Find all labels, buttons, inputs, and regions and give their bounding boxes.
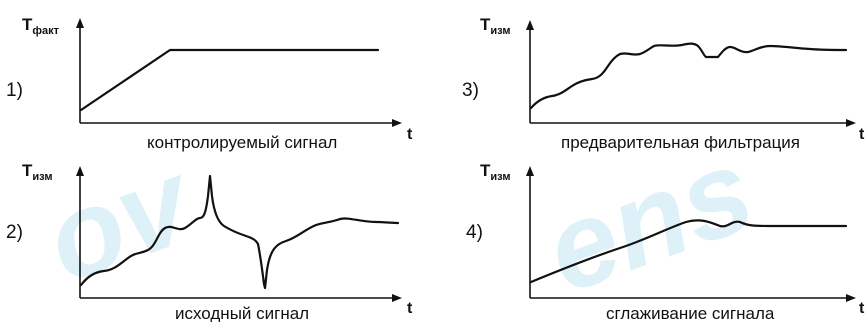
panel-1-caption: контролируемый сигнал — [147, 133, 337, 152]
panel-3-y-arrow-icon — [526, 20, 534, 30]
panel-1-y-arrow-icon — [76, 18, 84, 28]
svg-text:ov: ov — [29, 133, 212, 309]
panel-4-x-axis-label: t — [859, 300, 865, 317]
panel-3: 3) Tизм t предварительная фильтрация — [462, 15, 865, 152]
panel-1-signal-curve — [79, 48, 380, 112]
panel-3-signal-curve — [529, 42, 848, 110]
panel-1-x-arrow-icon — [392, 119, 402, 127]
panel-1-x-axis-label: t — [407, 126, 413, 143]
panel-3-x-arrow-icon — [846, 119, 856, 127]
panel-4-number: 4) — [466, 222, 483, 243]
panel-2-y-arrow-icon — [76, 166, 84, 176]
panel-2-x-arrow-icon — [392, 294, 402, 302]
panel-4-y-arrow-icon — [526, 166, 534, 176]
panel-4-caption: сглаживание сигнала — [606, 304, 775, 322]
panel-4-signal-curve — [529, 219, 848, 284]
panel-2: 2) Tизм t исходный сигнал — [6, 161, 413, 322]
panel-1: 1) Tфакт t контролируемый сигнал — [6, 15, 413, 152]
panel-4-x-arrow-icon — [846, 294, 856, 302]
panel-2-y-axis-label: Tизм — [22, 161, 52, 183]
panel-2-x-axis-label: t — [407, 300, 413, 317]
panel-2-signal-curve — [79, 174, 400, 290]
panel-1-number: 1) — [6, 80, 23, 101]
panel-2-number: 2) — [6, 222, 23, 243]
panel-3-caption: предварительная фильтрация — [561, 133, 800, 152]
panel-4-y-axis-label: Tизм — [480, 161, 510, 183]
panel-3-number: 3) — [462, 80, 479, 101]
panel-2-caption: исходный сигнал — [175, 304, 309, 322]
panel-1-y-axis-label: Tфакт — [22, 15, 60, 37]
panel-4: 4) Tизм t сглаживание сигнала — [466, 161, 865, 322]
panel-3-x-axis-label: t — [859, 126, 865, 143]
panel-3-y-axis-label: Tизм — [480, 15, 510, 37]
